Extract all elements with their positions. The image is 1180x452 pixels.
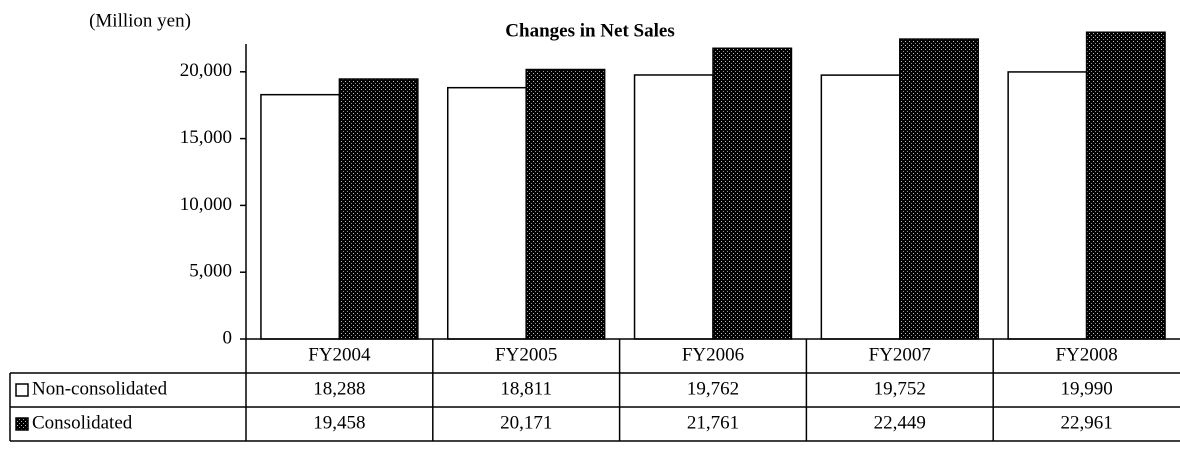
table-value: 19,458 xyxy=(313,412,365,433)
x-tick-label: FY2008 xyxy=(1055,344,1117,365)
table-value: 20,171 xyxy=(500,412,552,433)
table-value: 19,990 xyxy=(1060,378,1112,399)
bar xyxy=(525,68,606,340)
y-tick-label: 20,000 xyxy=(180,60,232,81)
bar xyxy=(260,93,341,340)
legend-label: Consolidated xyxy=(32,412,133,433)
table-value: 18,288 xyxy=(313,378,365,399)
table-value: 21,761 xyxy=(687,412,739,433)
bar xyxy=(712,47,793,340)
bar xyxy=(1007,71,1088,340)
bar xyxy=(338,78,419,340)
axis-unit: (Million yen) xyxy=(89,10,191,31)
bar xyxy=(633,74,714,340)
x-tick-label: FY2004 xyxy=(308,344,371,365)
bar xyxy=(899,38,980,340)
y-tick-label: 5,000 xyxy=(189,261,232,282)
y-tick-label: 0 xyxy=(223,327,233,348)
legend-label: Non-consolidated xyxy=(32,378,168,399)
bar xyxy=(1085,31,1166,340)
table-value: 19,752 xyxy=(874,378,926,399)
x-tick-label: FY2005 xyxy=(495,344,557,365)
legend-swatch xyxy=(15,383,29,397)
table-value: 22,449 xyxy=(874,412,926,433)
table-value: 18,811 xyxy=(500,378,552,399)
legend-swatch xyxy=(15,417,29,431)
table-value: 22,961 xyxy=(1060,412,1112,433)
bar xyxy=(820,74,901,340)
bar xyxy=(446,86,527,340)
y-tick-label: 10,000 xyxy=(180,194,232,215)
y-tick-label: 15,000 xyxy=(180,127,232,148)
x-tick-label: FY2007 xyxy=(869,344,931,365)
x-tick-label: FY2006 xyxy=(682,344,744,365)
table-value: 19,762 xyxy=(687,378,739,399)
chart-title: Changes in Net Sales xyxy=(505,20,674,41)
